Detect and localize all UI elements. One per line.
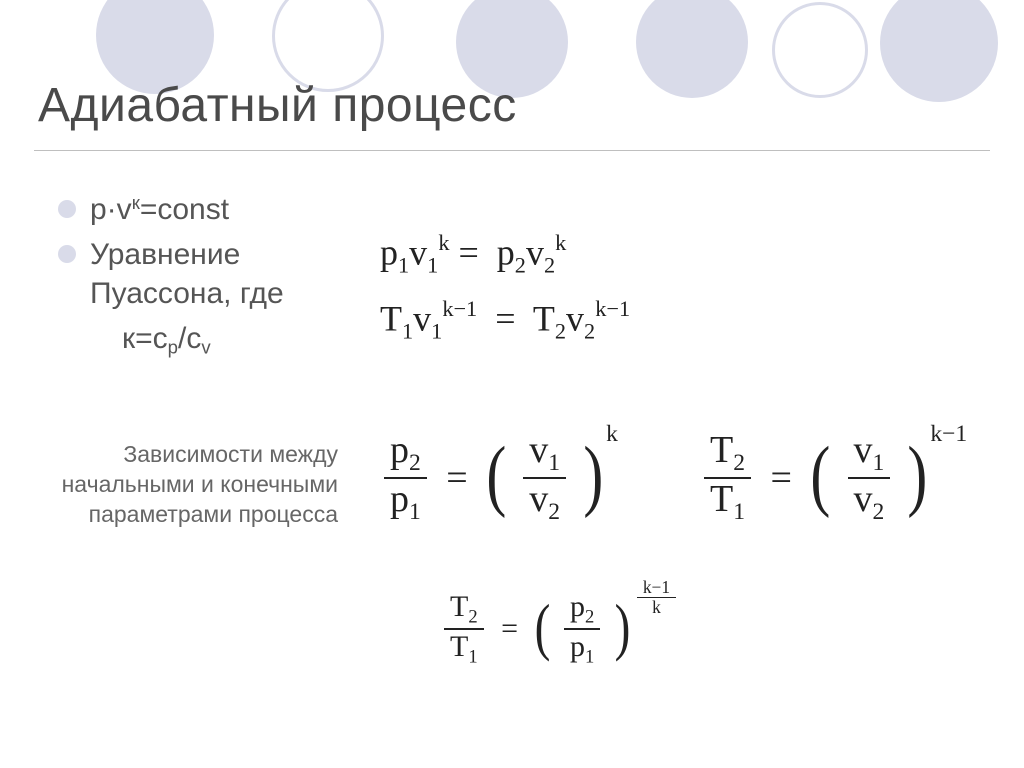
k-eq-s1: p [168, 337, 178, 358]
eq-pv-p1s: 1 [398, 252, 409, 277]
eq-tv-eq: = [495, 299, 515, 339]
page-title: Адиабатный процесс [38, 78, 517, 133]
eq-rtv-eq: = [771, 456, 792, 500]
eq-rtp-lnum-s: 2 [468, 607, 477, 628]
eq-rtp-rden-b: p [570, 630, 585, 663]
eq-rtv-lfrac: T2 T1 [704, 430, 751, 526]
eq-pv: p1v1k = p2v2k [380, 230, 566, 278]
eq-tv-t2: T [533, 299, 555, 339]
eq-rpv-lfrac: p2 p1 [384, 430, 427, 526]
eq-rtv-lden-s: 1 [733, 499, 745, 525]
title-underline [34, 150, 990, 151]
eq-rtv-rnum-b: v [854, 429, 873, 471]
eq-rtv-lnum-b: T [710, 429, 733, 471]
eq-tv-v2: v [566, 299, 584, 339]
eq-rtv-lden-b: T [710, 478, 733, 520]
slide: Адиабатный процесс p·vк=const Уравнение … [0, 0, 1024, 768]
eq-rpv-lden-s: 1 [409, 499, 421, 525]
decor-circle-4 [772, 2, 868, 98]
eq-rpv-rnum-s: 1 [548, 450, 560, 476]
eq-rpv-rnum-b: v [529, 429, 548, 471]
eq-rtp-lfrac: T2 T1 [444, 590, 484, 668]
eq-rtv-rparen: ) [907, 440, 927, 512]
eq-rtp-lden-s: 1 [468, 646, 477, 667]
side-note: Зависимости между начальными и конечными… [58, 440, 338, 530]
decor-circle-3 [636, 0, 748, 98]
k-eq-s2: v [201, 337, 210, 358]
eq-rtv-lparen: ( [811, 440, 831, 512]
k-eq-pre: к=c [122, 322, 168, 355]
eq-tv-t2s: 2 [555, 318, 566, 343]
eq-tv: T1v1k−1 = T2v2k−1 [380, 296, 630, 344]
bullet-2: Уравнение Пуассона, где [58, 235, 368, 313]
eq-rtp-rfrac: p2 p1 [564, 590, 600, 668]
eq-rtp-lparen: ( [534, 599, 550, 656]
eq-tv-v2s: 2 [584, 318, 595, 343]
eq-rtp-rnum-s: 2 [585, 607, 594, 628]
eq-pv-v1s: 1 [427, 252, 438, 277]
eq-pv-k2: k [555, 230, 566, 255]
bullet-1-pre: p·v [90, 193, 132, 226]
eq-rpv-lnum-s: 2 [409, 450, 421, 476]
eq-tv-k1: k−1 [442, 296, 477, 321]
eq-rpv-lparen: ( [487, 440, 507, 512]
eq-pv-v2: v [526, 233, 544, 273]
eq-pv-p2s: 2 [515, 252, 526, 277]
eq-rtp-rden-s: 1 [585, 646, 594, 667]
eq-rpv-rden-b: v [529, 478, 548, 520]
eq-tv-v1: v [413, 299, 431, 339]
eq-rpv-rfrac: v1 v2 [523, 430, 566, 526]
eq-pv-v1: v [409, 233, 427, 273]
eq-ratio-tp: T2 T1 = ( p2 p1 ) k−1 k [440, 590, 680, 668]
bullet-1: p·vк=const [58, 190, 368, 229]
eq-rtv-lnum-s: 2 [733, 450, 745, 476]
eq-rtv-rden-b: v [854, 478, 873, 520]
eq-tv-t1: T [380, 299, 402, 339]
eq-rpv-lnum-b: p [390, 429, 409, 471]
eq-rtp-rnum-b: p [570, 590, 585, 623]
eq-pv-p2: p [497, 233, 515, 273]
bullet-1-post: =const [140, 193, 229, 226]
eq-rpv-rden-s: 2 [548, 499, 560, 525]
bullet-2-sub: к=cp/cv [58, 319, 368, 360]
equation-area: p1v1k = p2v2k T1v1k−1 = T2v2k−1 p2 p1 = … [380, 230, 1000, 730]
eq-rtp-rparen: ) [614, 599, 630, 656]
eq-rtv-rfrac: v1 v2 [848, 430, 891, 526]
eq-rtv-rnum-s: 1 [873, 450, 885, 476]
eq-rtp-exp: k−1 k [633, 578, 680, 617]
eq-pv-k1: k [438, 230, 449, 255]
bullet-list: p·vк=const Уравнение Пуассона, где к=cp/… [58, 190, 368, 360]
decor-circle-5 [880, 0, 998, 102]
eq-ratio-pv: p2 p1 = ( v1 v2 )k [380, 430, 618, 526]
eq-rtp-lnum-b: T [450, 590, 468, 623]
eq-tv-k2: k−1 [595, 296, 630, 321]
eq-tv-t1s: 1 [402, 318, 413, 343]
eq-rtv-exp: k−1 [930, 421, 967, 448]
k-eq-mid: /c [178, 322, 201, 355]
bullet-1-sup: к [132, 192, 140, 213]
eq-rtp-eq: = [501, 612, 518, 646]
eq-pv-eq: = [458, 233, 478, 273]
eq-rtp-exp-den: k [637, 598, 676, 617]
eq-tv-v1s: 1 [431, 318, 442, 343]
eq-rtv-rden-s: 2 [873, 499, 885, 525]
eq-rpv-eq: = [446, 456, 467, 500]
eq-pv-v2s: 2 [544, 252, 555, 277]
eq-rpv-rparen: ) [583, 440, 603, 512]
eq-ratio-tv: T2 T1 = ( v1 v2 )k−1 [700, 430, 967, 526]
eq-rtp-lden-b: T [450, 630, 468, 663]
eq-rpv-lden-b: p [390, 478, 409, 520]
eq-pv-p1: p [380, 233, 398, 273]
eq-rtp-exp-num: k−1 [637, 578, 676, 598]
bullet-2-text: Уравнение Пуассона, где [90, 238, 284, 310]
eq-rpv-exp: k [606, 421, 618, 448]
